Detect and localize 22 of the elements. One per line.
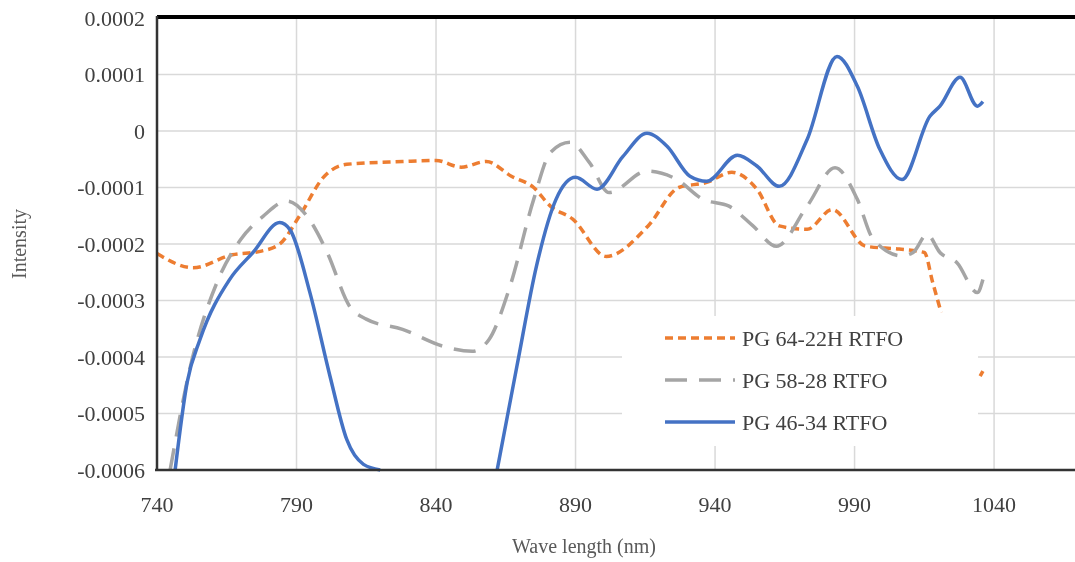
y-tick-label: 0 [134, 118, 145, 144]
y-axis-title: Intensity [8, 209, 31, 279]
legend-label: PG 46-34 RTFO [742, 409, 888, 435]
line-series [168, 140, 985, 472]
y-tick-label: -0.0004 [77, 344, 145, 370]
x-tick-label: 1040 [972, 492, 1017, 517]
x-tick-label: 840 [419, 492, 453, 517]
y-tick-label: -0.0002 [77, 231, 145, 257]
x-tick-label: 990 [838, 492, 872, 517]
y-tick-label: -0.0001 [77, 175, 145, 201]
y-tick-label: -0.0005 [77, 401, 145, 427]
y-tick-label: -0.0003 [77, 288, 145, 314]
x-tick-label: 790 [280, 492, 314, 517]
x-axis-title: Wave length (nm) [512, 535, 656, 558]
x-tick-label: 890 [559, 492, 593, 517]
x-tick-label: 740 [140, 492, 174, 517]
x-tick-label: 940 [698, 492, 732, 517]
legend-label: PG 58-28 RTFO [742, 367, 888, 393]
legend-label: PG 64-22H RTFO [742, 325, 904, 351]
y-tick-label: -0.0006 [77, 457, 145, 483]
y-tick-label: 0.0002 [84, 5, 145, 31]
y-tick-label: 0.0001 [84, 62, 145, 88]
